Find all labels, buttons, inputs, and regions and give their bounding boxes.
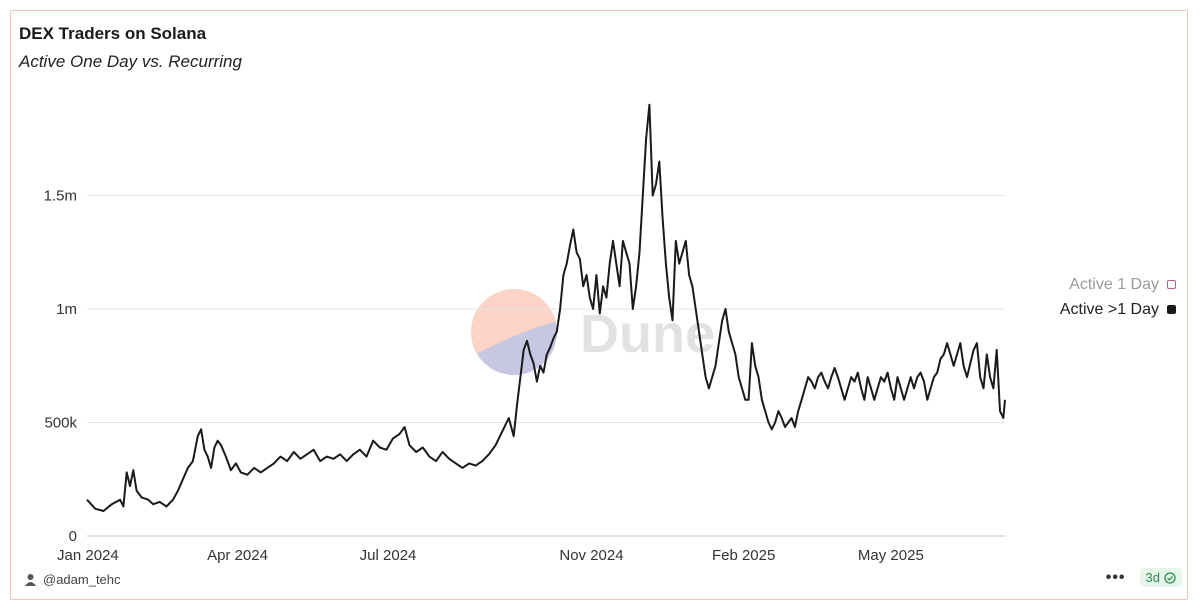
x-tick-label: Feb 2025 [712, 547, 775, 564]
card-actions: ••• 3d [1106, 568, 1182, 587]
avatar-icon [25, 574, 36, 586]
y-tick-label: 1m [56, 301, 77, 318]
legend-label: Active 1 Day [1069, 275, 1159, 293]
x-tick-label: Apr 2024 [207, 547, 268, 564]
legend-swatch-icon [1167, 280, 1176, 289]
author-credit[interactable]: @adam_tehc [24, 572, 121, 587]
legend-item-active-more-1-day[interactable]: Active >1 Day [1060, 297, 1176, 322]
author-name: @adam_tehc [43, 572, 121, 587]
chart-card [10, 10, 1188, 600]
x-tick-label: Jul 2024 [360, 547, 417, 564]
chart-subtitle: Active One Day vs. Recurring [19, 52, 242, 71]
legend-swatch-icon [1167, 305, 1176, 314]
legend-item-active-1-day[interactable]: Active 1 Day [1060, 272, 1176, 297]
more-options-button[interactable]: ••• [1105, 568, 1126, 586]
series-line-active-more-1-day[interactable] [86, 103, 1006, 512]
watermark-logo-icon [471, 289, 557, 375]
y-tick-label: 0 [69, 528, 77, 545]
y-tick-label: 1.5m [44, 188, 77, 205]
dune-watermark: Dune [471, 289, 715, 375]
check-circle-icon [1164, 571, 1176, 584]
x-tick-label: Nov 2024 [559, 547, 623, 564]
refresh-age: 3d [1145, 570, 1160, 585]
chart-legend: Active 1 Day Active >1 Day [1060, 272, 1176, 322]
x-tick-label: May 2025 [858, 547, 924, 564]
x-tick-label: Jan 2024 [57, 547, 119, 564]
chart-title: DEX Traders on Solana [19, 24, 207, 43]
y-tick-label: 500k [44, 415, 77, 432]
legend-label: Active >1 Day [1059, 300, 1159, 318]
watermark-text: Dune [580, 304, 715, 364]
refresh-status-badge[interactable]: 3d [1139, 568, 1182, 587]
